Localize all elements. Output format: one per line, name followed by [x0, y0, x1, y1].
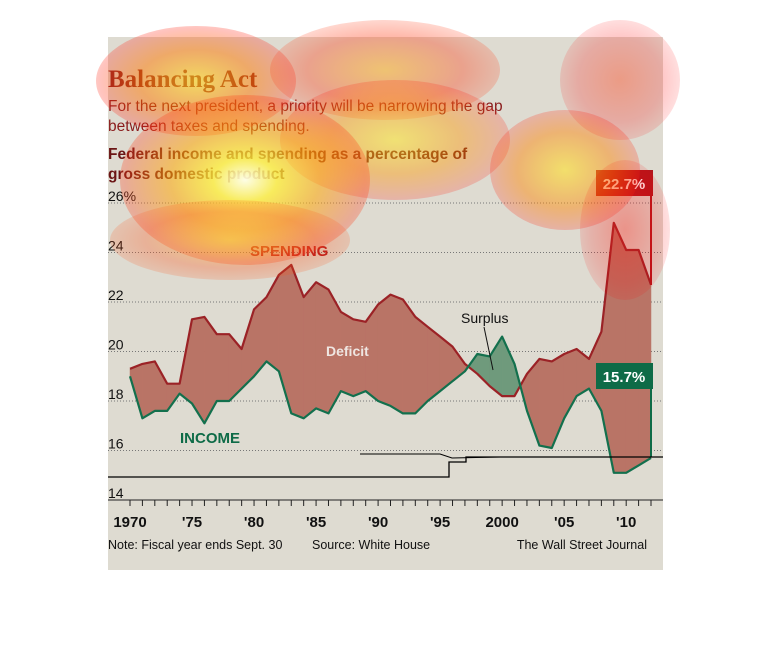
y-tick-label: 22 — [108, 287, 124, 303]
x-tick-label: '85 — [306, 514, 326, 531]
x-axis-ticks: 1970 '75 '80 '85 '90 '95 2000 '05 '10 — [113, 500, 652, 531]
deficit-fill-segment — [216, 333, 230, 402]
x-tick-label: '80 — [244, 514, 264, 531]
y-tick-label: 24 — [108, 238, 124, 254]
surplus-pointer — [483, 326, 494, 371]
subtitle-line-1: For the next president, a priority will … — [108, 98, 503, 115]
income-line — [128, 335, 652, 474]
spending-series-label: SPENDING — [250, 243, 328, 260]
x-tick-label: '75 — [182, 514, 202, 531]
y-tick-label: 20 — [108, 337, 124, 353]
credit-line: The Wall Street Journal — [517, 538, 647, 552]
stray-lines-overlay — [108, 453, 663, 478]
y-tick-label: 18 — [108, 386, 124, 402]
footnote: Note: Fiscal year ends Sept. 30 — [108, 538, 282, 552]
deficit-fill-segment — [539, 358, 553, 449]
deficit-fill-segment — [402, 298, 416, 414]
x-tick-label: '90 — [368, 514, 388, 531]
deficit-fill-segment — [625, 249, 639, 474]
chart-title-line-1: Federal income and spending as a percent… — [108, 146, 468, 163]
income-end-value: 15.7% — [603, 369, 646, 386]
source-note: Source: White House — [312, 538, 430, 552]
y-tick-label: 14 — [108, 485, 124, 501]
deficit-fill-segment — [377, 294, 391, 407]
deficit-fill-segment — [415, 316, 428, 415]
deficit-fill-segment — [390, 294, 404, 414]
y-tick-label: 16 — [108, 436, 124, 452]
income-series-label: INCOME — [180, 430, 240, 447]
x-tick-label: 2000 — [485, 514, 518, 531]
chart-title-line-2: gross domestic product — [108, 166, 285, 183]
x-tick-label: '05 — [554, 514, 574, 531]
x-tick-label: 1970 — [113, 514, 146, 531]
y-tick-label: 26% — [108, 188, 136, 204]
deficit-fill-segment — [613, 222, 627, 474]
deficit-fill-segment — [142, 361, 156, 419]
chart-heading: Balancing Act — [108, 66, 258, 93]
spending-line — [129, 221, 653, 398]
income-end-tag: 15.7% — [596, 363, 653, 457]
x-tick-label: '10 — [616, 514, 636, 531]
deficit-fill-segment — [427, 326, 441, 402]
deficit-fill-segment — [303, 281, 317, 419]
surplus-annotation: Surplus — [461, 310, 508, 326]
deficit-annotation: Deficit — [326, 343, 369, 359]
spending-end-value: 22.7% — [603, 176, 646, 193]
subtitle-line-2: between taxes and spending. — [108, 118, 310, 135]
x-tick-label: '95 — [430, 514, 450, 531]
